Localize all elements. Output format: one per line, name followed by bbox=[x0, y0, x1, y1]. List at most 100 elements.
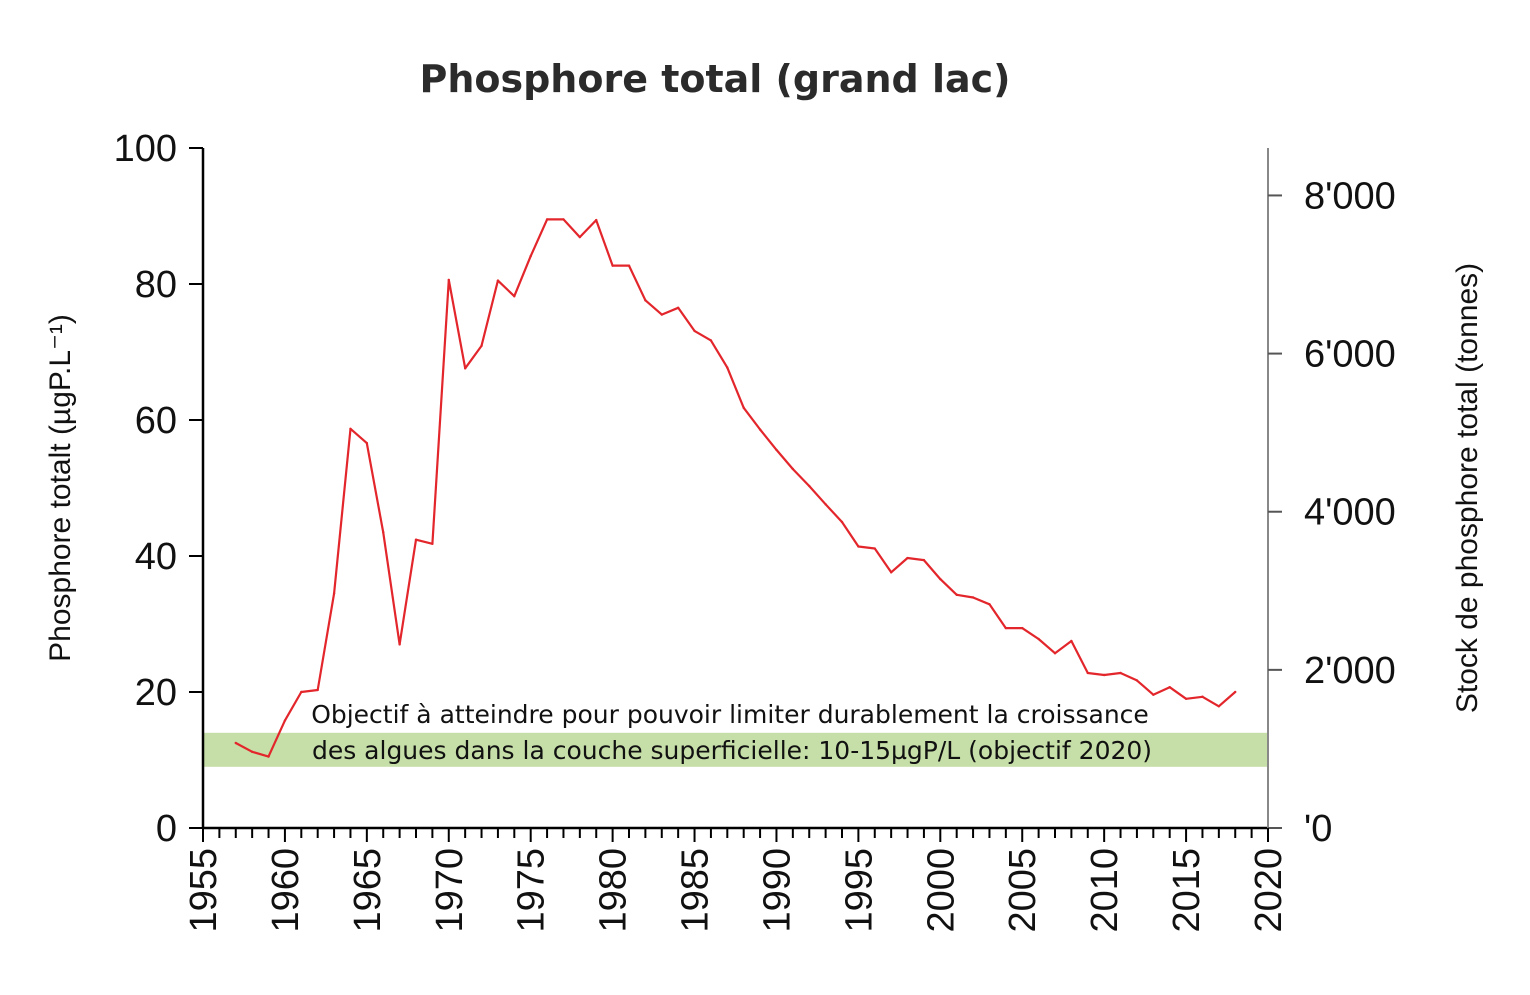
y-tick-right-label: 6'000 bbox=[1304, 334, 1396, 376]
series-point bbox=[1037, 637, 1040, 641]
ticks-group: 0 20 40 60 80 100 '0 2'000 4'000 6'000 8'000 1955 19… bbox=[114, 128, 1396, 933]
series-point bbox=[513, 295, 516, 298]
series-point bbox=[758, 428, 762, 431]
series-point bbox=[742, 406, 745, 409]
series-point bbox=[447, 278, 450, 282]
y-tick-right-label: 2'000 bbox=[1304, 650, 1396, 692]
x-tick-label: 1955 bbox=[183, 848, 225, 933]
y-axis-right-label: Stock de phosphore total (tonnes) bbox=[1451, 263, 1484, 713]
chart-title: Phosphore total (grand lac) bbox=[419, 57, 1010, 101]
target-band-text-line1: Objectif à atteindre pour pouvoir limite… bbox=[311, 700, 1149, 729]
x-tick-label: 2005 bbox=[1002, 848, 1044, 933]
y-axis-left-label: Phosphore totalt (µgP.L⁻¹) bbox=[44, 314, 77, 662]
y-tick-left-label: 100 bbox=[114, 128, 177, 170]
y-tick-right-label: '0 bbox=[1304, 808, 1332, 850]
series-point bbox=[1119, 671, 1122, 675]
target-band bbox=[204, 732, 1267, 767]
series-point bbox=[857, 545, 860, 548]
y-tick-left-label: 80 bbox=[135, 264, 177, 306]
series-point bbox=[726, 366, 729, 369]
target-band-text-line2: des algues dans la couche superficielle:… bbox=[312, 736, 1152, 765]
target-band-group: Objectif à atteindre pour pouvoir limite… bbox=[204, 700, 1267, 767]
x-tick-label: 1990 bbox=[756, 848, 798, 933]
series-point bbox=[1004, 626, 1008, 630]
series-line bbox=[235, 218, 1236, 758]
series-point bbox=[1053, 652, 1057, 655]
series-point bbox=[496, 279, 500, 282]
series-point bbox=[529, 254, 532, 258]
x-tick-label: 1965 bbox=[347, 848, 389, 933]
series-point bbox=[562, 218, 565, 221]
series-point bbox=[332, 592, 336, 595]
series-point bbox=[971, 596, 975, 599]
series-point bbox=[1152, 693, 1155, 696]
series-point bbox=[283, 719, 287, 722]
x-tick-label: 1995 bbox=[838, 848, 880, 933]
series-point bbox=[595, 218, 598, 222]
x-tick-label: 2000 bbox=[920, 848, 962, 933]
series-point bbox=[693, 329, 696, 333]
x-tick-label: 1975 bbox=[511, 848, 553, 933]
series-point bbox=[922, 558, 926, 562]
y-tick-left-label: 40 bbox=[135, 536, 177, 578]
series-point bbox=[1217, 705, 1221, 708]
x-tick-label: 2010 bbox=[1084, 848, 1126, 933]
series-point bbox=[250, 750, 254, 754]
series-point bbox=[988, 603, 991, 606]
x-tick-label: 1970 bbox=[429, 848, 471, 933]
x-tick-label: 2015 bbox=[1166, 848, 1208, 933]
x-tick-label: 1980 bbox=[593, 848, 635, 933]
series-point bbox=[267, 755, 270, 758]
series-point bbox=[824, 503, 827, 506]
series-point bbox=[1070, 639, 1073, 643]
series-point bbox=[365, 441, 369, 445]
series-point bbox=[1086, 671, 1089, 675]
series-point bbox=[644, 299, 647, 302]
series-point bbox=[611, 264, 614, 267]
y-tick-left-label: 0 bbox=[156, 808, 177, 850]
y-tick-left-label: 60 bbox=[135, 400, 177, 442]
series-point bbox=[775, 448, 778, 452]
series-point bbox=[480, 344, 483, 348]
series-point bbox=[414, 538, 418, 541]
series-point bbox=[791, 467, 795, 471]
series-point bbox=[955, 593, 958, 596]
series-point bbox=[234, 741, 237, 745]
series-point bbox=[545, 218, 549, 221]
series-point bbox=[1184, 697, 1188, 700]
x-tick-label: 1960 bbox=[265, 848, 307, 933]
series-point bbox=[382, 531, 385, 534]
y-tick-left-label: 20 bbox=[135, 672, 177, 714]
x-tick-label: 2020 bbox=[1248, 848, 1290, 933]
series-point bbox=[1201, 695, 1204, 698]
series-point bbox=[676, 306, 680, 309]
series-point bbox=[349, 427, 352, 431]
series-point bbox=[808, 484, 811, 488]
x-tick-label: 1985 bbox=[675, 848, 717, 933]
series-point bbox=[463, 367, 467, 370]
series-point bbox=[627, 264, 631, 267]
series-point bbox=[316, 688, 319, 692]
series-point bbox=[1021, 626, 1024, 630]
series-point bbox=[906, 556, 909, 560]
series-point bbox=[578, 235, 582, 239]
series-group bbox=[234, 218, 1237, 758]
y-tick-right-label: 4'000 bbox=[1304, 492, 1396, 534]
series-point bbox=[660, 313, 663, 316]
series-point bbox=[398, 643, 401, 646]
axes-group bbox=[201, 148, 1269, 830]
series-point bbox=[300, 690, 303, 694]
series-point bbox=[431, 542, 434, 545]
series-point bbox=[939, 577, 942, 581]
series-point bbox=[1102, 673, 1106, 677]
series-point bbox=[840, 520, 844, 524]
series-point bbox=[1135, 679, 1139, 682]
series-point bbox=[873, 547, 876, 550]
series-point bbox=[889, 571, 893, 574]
series-point bbox=[1234, 690, 1237, 694]
y-tick-right-label: 8'000 bbox=[1304, 175, 1396, 217]
series-point bbox=[1168, 686, 1171, 689]
series-point bbox=[709, 339, 713, 342]
